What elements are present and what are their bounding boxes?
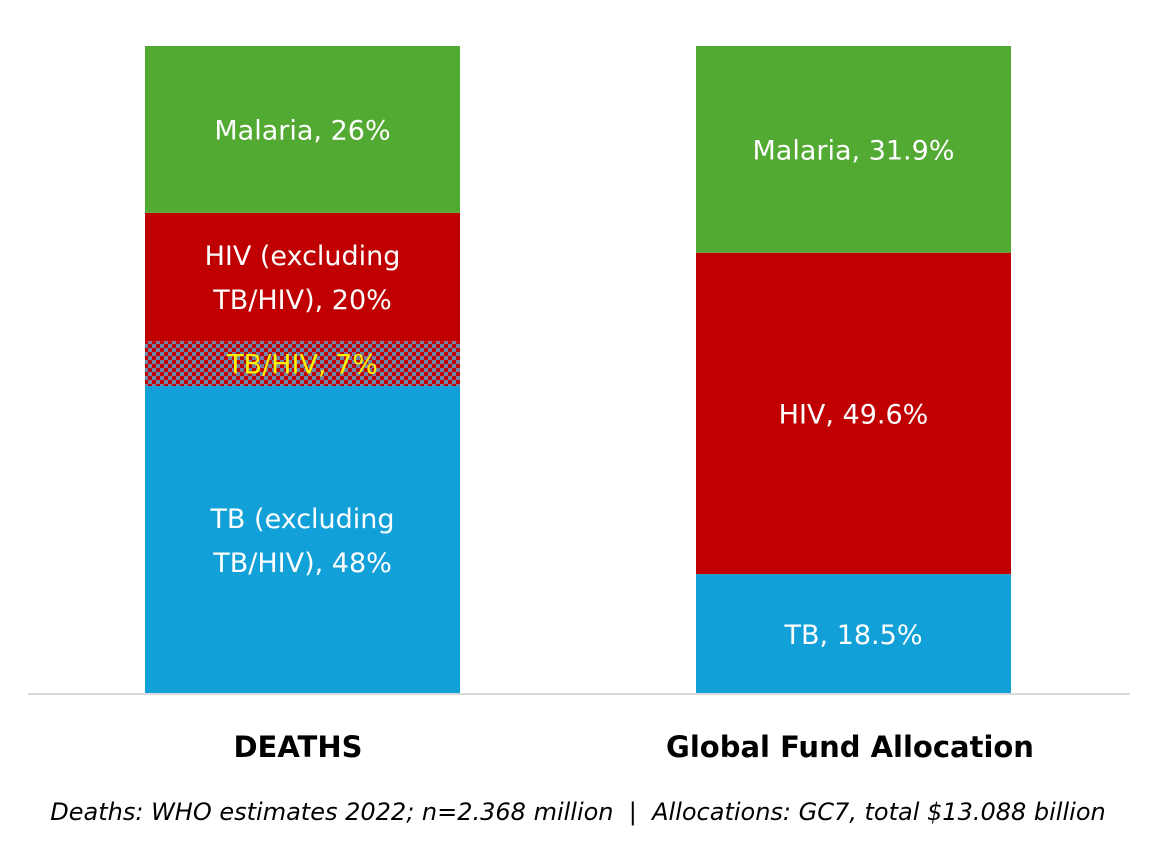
segment-label-deaths-tb-excluding-tb-hiv: TB (excluding TB/HIV), 48% [209, 504, 394, 579]
source-note: Deaths: WHO estimates 2022; n=2.368 mill… [50, 798, 1105, 826]
bar-segment-global-fund-allocation-tb [696, 574, 1011, 694]
bar-segment-deaths-tb-hiv [145, 341, 460, 387]
bar-segment-deaths-hiv-excluding-tb-hiv [145, 212, 460, 342]
bar-segment-deaths-malaria [145, 46, 460, 213]
category-label-global-fund-allocation: Global Fund Allocation [666, 730, 1034, 764]
segment-label-deaths-hiv-excluding-tb-hiv: HIV (excluding TB/HIV), 20% [205, 241, 401, 316]
segment-label-deaths-tb-hiv: TB/HIV, 7% [226, 350, 378, 381]
segment-label-deaths-malaria: Malaria, 26% [214, 115, 390, 146]
bar-segment-global-fund-allocation-hiv [696, 252, 1011, 575]
bars-group: TB (excluding TB/HIV), 48% TB/HIV, 7% HIV (… [145, 46, 1011, 694]
bar-segment-global-fund-allocation-malaria [696, 46, 1011, 253]
category-label-deaths: DEATHS [233, 730, 362, 764]
segment-label-global-fund-allocation-malaria: Malaria, 31.9% [753, 135, 955, 166]
segment-label-global-fund-allocation-tb: TB, 18.5% [784, 620, 923, 651]
segment-label-global-fund-allocation-hiv: HIV, 49.6% [779, 399, 929, 430]
bar-segment-deaths-tb-excluding-tb-hiv [145, 386, 460, 694]
